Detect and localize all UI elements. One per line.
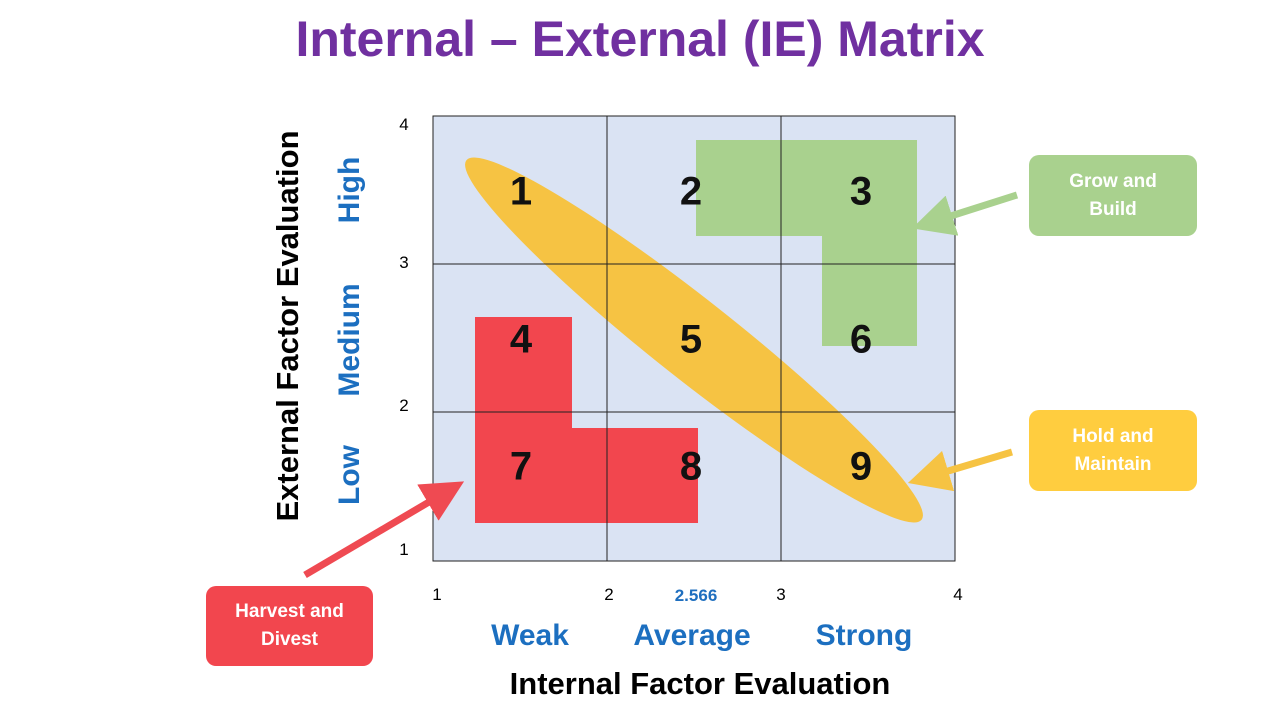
y-category: High	[333, 156, 366, 224]
cell-number: 7	[509, 444, 533, 489]
cell-number: 6	[849, 317, 873, 362]
cell-number: 3	[849, 169, 873, 214]
cell-number: 9	[849, 444, 873, 489]
arrow	[303, 481, 465, 579]
cell-number: 8	[679, 444, 703, 489]
callout-grow: Grow and Build	[1029, 155, 1197, 236]
callout-harvest: Harvest and Divest	[206, 586, 373, 666]
cell-number: 1	[509, 169, 533, 214]
callout-hold: Hold and Maintain	[1029, 410, 1197, 491]
grid	[433, 116, 955, 561]
grow-region	[696, 140, 917, 346]
x-category: Weak	[491, 619, 569, 652]
harvest-region	[475, 317, 698, 523]
y-tick: 2	[399, 396, 409, 415]
x-tick: 3	[776, 585, 786, 604]
y-tick: 1	[399, 540, 409, 559]
y-category: Medium	[333, 283, 366, 397]
x-tick: 2	[604, 585, 614, 604]
cell-number: 4	[509, 317, 533, 362]
y-category: Low	[333, 445, 366, 505]
x-axis-label: Internal Factor Evaluation	[509, 666, 891, 701]
y-tick: 4	[399, 115, 409, 134]
y-axis-label: External Factor Evaluation	[270, 130, 305, 522]
title: Internal – External (IE) Matrix	[295, 11, 985, 67]
hold-region	[465, 157, 923, 523]
x-tick: 4	[953, 585, 963, 604]
x-tick: 1	[432, 585, 442, 604]
x-tick: 2.566	[674, 586, 718, 605]
y-tick: 3	[399, 253, 409, 272]
x-category: Strong	[815, 619, 913, 652]
x-category: Average	[633, 619, 751, 652]
cell-number: 5	[679, 317, 703, 362]
cell-number: 2	[679, 169, 703, 214]
arrow	[911, 191, 1019, 236]
arrow	[907, 448, 1013, 492]
